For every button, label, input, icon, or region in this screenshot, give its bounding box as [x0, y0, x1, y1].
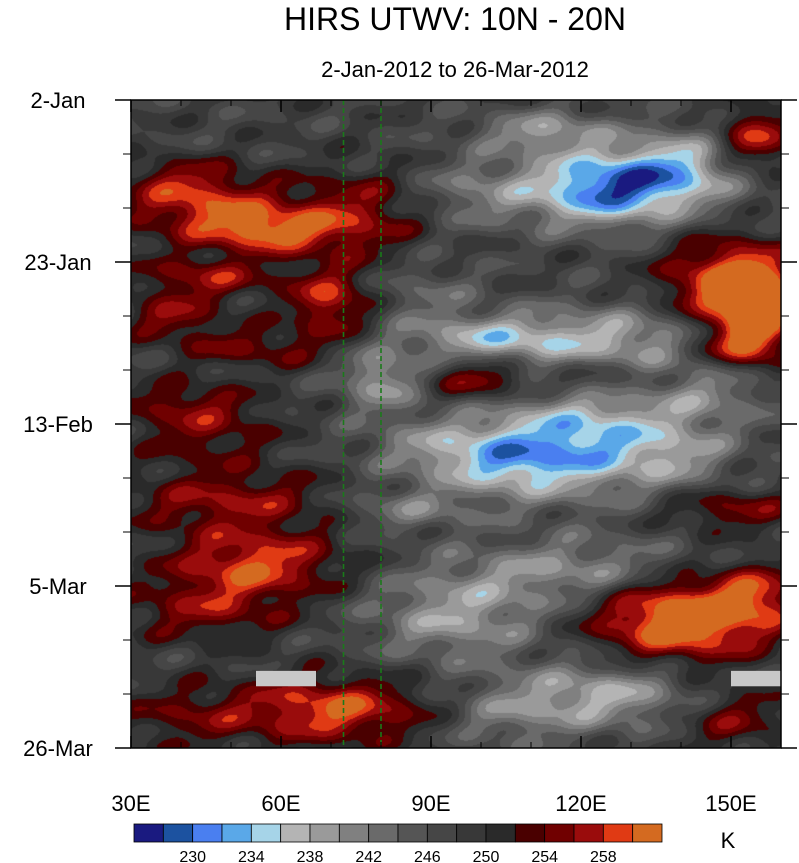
y-tick-label: 26-Mar — [23, 736, 93, 761]
x-tick-label: 150E — [705, 791, 756, 816]
colorbar-swatch — [309, 823, 340, 843]
colorbar-label: 234 — [238, 849, 265, 863]
chart-title: HIRS UTWV: 10N - 20N — [284, 1, 626, 37]
y-tick-label: 5-Mar — [29, 574, 86, 599]
colorbar-swatch — [192, 823, 223, 843]
colorbar-swatch — [514, 823, 546, 843]
colorbar-swatch — [456, 823, 487, 843]
colorbar-label: 258 — [590, 849, 617, 863]
colorbar-label: 242 — [355, 849, 382, 863]
colorbar-swatch — [280, 823, 311, 843]
heatmap-field — [131, 100, 781, 748]
colorbar-label: 254 — [531, 849, 558, 863]
x-tick-label: 120E — [555, 791, 606, 816]
x-tick-label: 90E — [411, 791, 450, 816]
colorbar-swatch — [133, 823, 164, 843]
colorbar-swatch — [397, 823, 428, 843]
colorbar-swatch — [485, 823, 516, 843]
missing-data-box — [731, 670, 781, 687]
colorbar-swatch — [221, 823, 252, 843]
axes: 2-Jan 23-Jan 13-Feb 5-Mar 26-Mar 30E 60E 90E 120… — [23, 88, 797, 816]
colorbar-swatch — [544, 823, 575, 843]
colorbar-label: 238 — [297, 849, 324, 863]
colorbar-unit-label: K — [721, 828, 736, 853]
colorbar-swatch — [338, 823, 370, 843]
missing-data-box — [256, 670, 316, 687]
colorbar-swatch — [250, 823, 282, 843]
colorbar-swatch — [426, 823, 458, 843]
chart-subtitle: 2-Jan-2012 to 26-Mar-2012 — [321, 57, 589, 82]
colorbar-label: 246 — [414, 849, 441, 863]
y-tick-label: 23-Jan — [24, 250, 91, 275]
colorbar-swatch — [632, 823, 663, 843]
y-tick-label: 2-Jan — [30, 88, 85, 113]
x-tick-label: 30E — [111, 791, 150, 816]
colorbar: 230 234 238 242 246 250 254 258 — [133, 823, 663, 863]
colorbar-swatch — [573, 823, 604, 843]
plot-area — [131, 100, 781, 748]
colorbar-label: 250 — [473, 849, 500, 863]
colorbar-label: 230 — [179, 849, 206, 863]
colorbar-swatch — [162, 823, 194, 843]
colorbar-swatch — [368, 823, 399, 843]
colorbar-swatch — [602, 823, 634, 843]
y-tick-label: 13-Feb — [23, 412, 93, 437]
x-tick-label: 60E — [261, 791, 300, 816]
